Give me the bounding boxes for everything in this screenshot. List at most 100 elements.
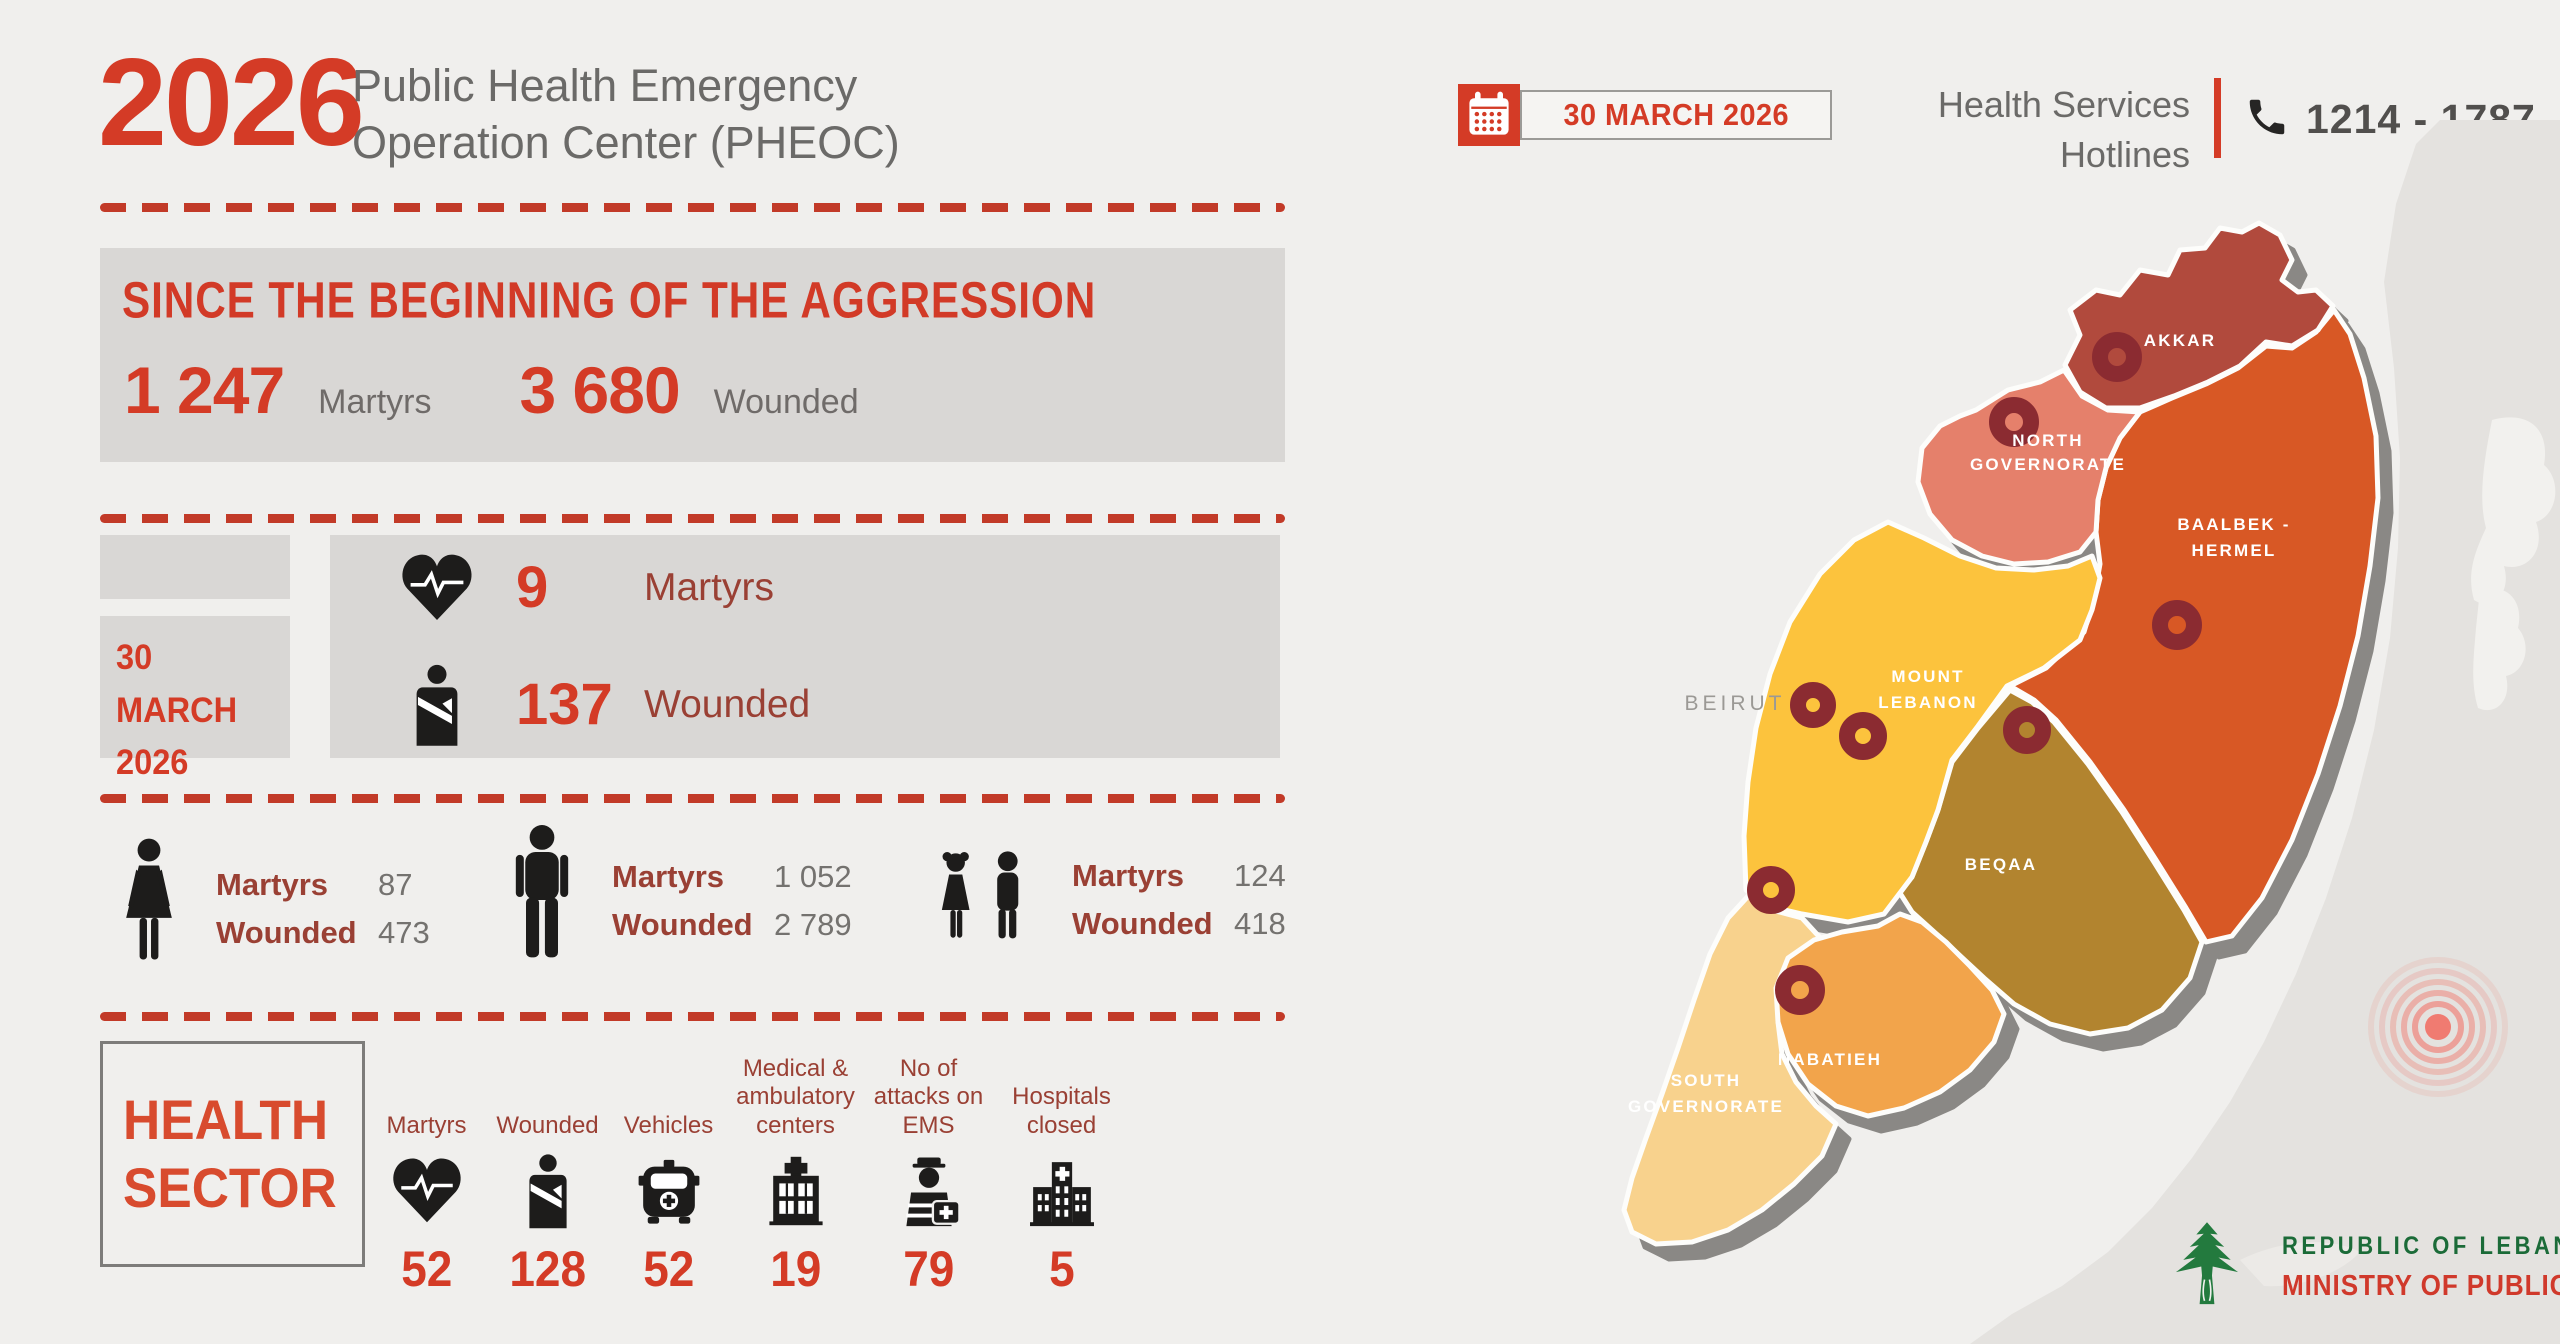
wounded-person-icon xyxy=(394,664,480,746)
daily-martyrs-value: 9 xyxy=(516,555,549,620)
daily-date-line2: 2026 xyxy=(116,743,189,782)
health-sector-hospitals-closed: Hospitals closed 5 xyxy=(995,1048,1128,1298)
health-sector-stats: Martyrs 52 Wounded 128 Vehicles 52 Medic… xyxy=(366,1048,1128,1298)
cumulative-stats: 1 247 Martyrs 3 680 Wounded xyxy=(124,352,859,428)
ems-responder-icon xyxy=(890,1148,968,1234)
health-sector-martyrs: Martyrs 52 xyxy=(366,1048,487,1298)
ministry-logotype: REPUBLIC OF LEBANON MINISTRY OF PUBLIC H… xyxy=(2282,1232,2560,1303)
stat-value: 52 xyxy=(642,1241,695,1297)
cumulative-martyrs-label: Martyrs xyxy=(318,383,432,421)
pulse-rings xyxy=(2368,957,2508,1097)
ambulance-icon xyxy=(631,1148,707,1234)
incident-marker-akkar xyxy=(2092,332,2142,382)
incident-marker-beqaa xyxy=(2003,706,2051,754)
stat-label: Hospitals closed xyxy=(1012,1083,1111,1139)
coastline-detail xyxy=(2471,417,2556,604)
stat-label: Wounded xyxy=(496,1111,599,1139)
health-sector-title-box: HEALTH SECTOR xyxy=(100,1041,365,1267)
page-title-line1: Public Health Emergency xyxy=(352,60,858,111)
cedar-logo-icon xyxy=(2162,1218,2252,1315)
daily-martyrs-row: 9 Martyrs xyxy=(394,548,1280,628)
women-wounded-label: Wounded xyxy=(216,915,357,950)
woman-icon xyxy=(112,836,186,982)
region-north-governorate xyxy=(1915,367,2143,567)
heart-pulse-icon xyxy=(394,548,480,628)
cumulative-panel: SINCE THE BEGINNING OF THE AGGRESSION 1 … xyxy=(100,248,1285,462)
lebanon-map: AKKAR NORTH GOVERNORATE BAALBEK - HERMEL… xyxy=(1621,120,2560,1344)
page-title: Public Health Emergency Operation Center… xyxy=(352,58,900,171)
calendar-icon xyxy=(1458,84,1520,146)
page-title-line2: Operation Center (PHEOC) xyxy=(352,116,900,168)
hotlines-label: Health Services Hotlines xyxy=(1880,80,2190,179)
wounded-person-icon xyxy=(517,1148,579,1234)
children-martyrs-value: 124 xyxy=(1234,858,1286,893)
incident-marker-nabatieh xyxy=(1775,965,1825,1015)
heart-pulse-icon xyxy=(388,1148,466,1234)
label-baalbek-line1: BAALBEK - xyxy=(2177,515,2290,534)
daily-spacer-box xyxy=(100,535,290,599)
children-wounded-value: 418 xyxy=(1234,906,1286,941)
children-martyrs-label: Martyrs xyxy=(1072,858,1184,893)
incident-marker-beirut-1 xyxy=(1790,682,1836,728)
dashed-divider xyxy=(100,794,1285,803)
incident-marker-baalbek xyxy=(2152,600,2202,650)
stat-value: 128 xyxy=(509,1241,586,1297)
health-sector-ems-attacks: No of attacks on EMS 79 xyxy=(862,1048,995,1298)
daily-martyrs-label: Martyrs xyxy=(644,565,774,609)
medical-center-icon xyxy=(758,1148,834,1234)
ministry-of-public-health-text: MINISTRY OF PUBLIC HEALTH xyxy=(2282,1270,2560,1302)
label-south-line1: SOUTH xyxy=(1671,1071,1742,1090)
women-wounded-value: 473 xyxy=(378,915,430,950)
region-nabatieh xyxy=(1773,911,2007,1119)
cumulative-wounded-label: Wounded xyxy=(713,383,859,421)
health-sector-vehicles: Vehicles 52 xyxy=(608,1048,729,1298)
daily-date-line1: 30 MARCH xyxy=(116,638,238,730)
label-south-line2: GOVERNORATE xyxy=(1628,1097,1784,1116)
hotlines-label-line2: Hotlines xyxy=(2059,133,2190,175)
label-north-line2: GOVERNORATE xyxy=(1970,455,2126,474)
stat-value: 5 xyxy=(1048,1241,1075,1297)
dashed-divider xyxy=(100,1012,1285,1021)
label-akkar: AKKAR xyxy=(2144,331,2216,350)
label-baalbek-line2: HERMEL xyxy=(2192,541,2277,560)
stat-label: No of attacks on EMS xyxy=(873,1055,984,1139)
hospital-icon xyxy=(1023,1148,1101,1234)
incident-marker-north xyxy=(1989,397,2039,447)
year-heading: 2026 xyxy=(98,34,365,172)
label-nabatieh: NABATIEH xyxy=(1778,1050,1882,1069)
label-mount-line2: LEBANON xyxy=(1878,693,1977,712)
region-mount-lebanon xyxy=(1741,519,2103,925)
children-wounded-label: Wounded xyxy=(1072,906,1213,941)
stat-label: Martyrs xyxy=(386,1111,467,1139)
report-date: 30 MARCH 2026 xyxy=(1563,97,1789,132)
incident-marker-beirut-2 xyxy=(1839,712,1887,760)
man-icon xyxy=(502,822,582,980)
cumulative-wounded-value: 3 680 xyxy=(519,353,681,427)
daily-wounded-value: 137 xyxy=(516,672,613,737)
cumulative-martyrs-value: 1 247 xyxy=(124,353,285,427)
report-date-badge: 30 MARCH 2026 xyxy=(1520,90,1832,140)
region-labels: AKKAR NORTH GOVERNORATE BAALBEK - HERMEL… xyxy=(1628,331,2290,1116)
daily-wounded-row: 137 Wounded xyxy=(394,664,1280,746)
children-casualties-group: Martyrs 124 Wounded 418 xyxy=(930,848,1286,952)
incident-markers xyxy=(1747,332,2202,1015)
women-martyrs-value: 87 xyxy=(378,867,413,902)
men-martyrs-label: Martyrs xyxy=(612,859,724,894)
daily-date-box: 30 MARCH 2026 xyxy=(100,616,290,782)
hotlines-separator xyxy=(2214,78,2221,158)
men-martyrs-value: 1 052 xyxy=(774,859,852,894)
health-sector-title-line1: HEALTH xyxy=(123,1087,329,1151)
dashed-divider xyxy=(100,514,1285,523)
stat-value: 52 xyxy=(400,1241,453,1297)
stat-label: Vehicles xyxy=(623,1111,714,1139)
label-mount-line1: MOUNT xyxy=(1891,667,1964,686)
men-wounded-label: Wounded xyxy=(612,907,753,942)
men-wounded-value: 2 789 xyxy=(774,907,852,942)
stat-value: 19 xyxy=(769,1241,822,1297)
men-casualties-group: Martyrs 1 052 Wounded 2 789 xyxy=(502,822,852,980)
label-north-line1: NORTH xyxy=(2012,431,2083,450)
hotlines-label-line1: Health Services xyxy=(1937,84,2190,125)
women-casualties-group: Martyrs 87 Wounded 473 xyxy=(112,836,430,982)
health-sector-medical-centers: Medical & ambulatory centers 19 xyxy=(729,1048,862,1298)
label-beqaa: BEQAA xyxy=(1965,855,2037,874)
